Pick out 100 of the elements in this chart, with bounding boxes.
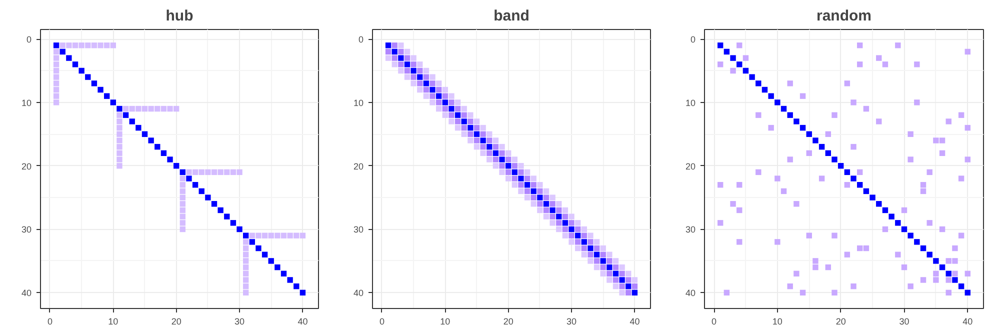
- x-tick-label: 10: [108, 316, 118, 326]
- x-tick-label: 40: [630, 316, 640, 326]
- point: [294, 283, 300, 290]
- point: [863, 188, 870, 194]
- point: [850, 176, 856, 182]
- y-tick-label: 10: [21, 98, 32, 108]
- point: [129, 118, 135, 124]
- point: [958, 283, 964, 290]
- x-tick-label: 20: [503, 316, 514, 326]
- point: [430, 86, 436, 93]
- point: [218, 207, 224, 214]
- x-tick-label: 40: [298, 316, 308, 326]
- x-tick-label: 40: [962, 316, 973, 326]
- point: [256, 245, 262, 252]
- point: [174, 162, 180, 169]
- point: [742, 68, 749, 74]
- point: [825, 150, 831, 156]
- y-tick-label: 30: [353, 224, 364, 235]
- point: [914, 239, 920, 245]
- point: [262, 252, 268, 258]
- point: [562, 220, 568, 226]
- point: [556, 214, 562, 220]
- point: [780, 106, 787, 112]
- point: [116, 106, 122, 112]
- y-tick-label: 20: [685, 161, 696, 172]
- y-tick-label: 20: [21, 161, 32, 172]
- x-tick-label: 30: [566, 316, 577, 326]
- point: [404, 62, 410, 68]
- point: [787, 112, 793, 118]
- point: [454, 112, 461, 118]
- point: [85, 74, 91, 80]
- point: [952, 277, 958, 283]
- x-tick-label: 20: [171, 316, 182, 326]
- point: [512, 169, 518, 176]
- y-tick-label: 30: [21, 224, 32, 235]
- y-tick-label: 40: [685, 288, 696, 298]
- point: [442, 100, 448, 106]
- point: [60, 48, 66, 55]
- point: [160, 150, 167, 156]
- point: [568, 226, 574, 232]
- y-tick-label: 10: [685, 98, 696, 108]
- point: [136, 124, 142, 131]
- x-tick-label: 30: [899, 316, 910, 326]
- point: [762, 86, 768, 93]
- point: [844, 169, 850, 176]
- point: [274, 264, 280, 270]
- y-tick-label: 0: [358, 34, 364, 45]
- point: [524, 182, 530, 188]
- point: [901, 226, 908, 232]
- point: [756, 80, 762, 86]
- point: [908, 232, 914, 238]
- point: [461, 118, 467, 124]
- point: [385, 42, 392, 48]
- point: [492, 150, 499, 156]
- point: [600, 258, 606, 264]
- point: [72, 62, 78, 68]
- point: [632, 290, 638, 296]
- point: [154, 144, 160, 150]
- point: [895, 220, 901, 226]
- point: [230, 220, 236, 226]
- point: [818, 144, 825, 150]
- y-tick-label: 20: [353, 161, 364, 172]
- point: [806, 131, 812, 137]
- point: [543, 201, 550, 207]
- point: [518, 176, 524, 182]
- point: [91, 80, 98, 86]
- y-tick-label: 40: [21, 288, 32, 298]
- point: [794, 118, 800, 124]
- point: [499, 156, 505, 162]
- y-tick-label: 30: [685, 224, 696, 235]
- point: [882, 207, 888, 214]
- point: [550, 207, 556, 214]
- point: [506, 162, 512, 169]
- point: [423, 80, 430, 86]
- point: [280, 270, 287, 276]
- x-tick-label: 30: [234, 316, 245, 326]
- point: [933, 258, 939, 264]
- x-tick-label: 0: [47, 316, 52, 326]
- point: [626, 283, 632, 290]
- point: [594, 252, 600, 258]
- point: [148, 138, 154, 144]
- point: [211, 201, 218, 207]
- point: [122, 112, 129, 118]
- point: [186, 176, 192, 182]
- point: [410, 68, 416, 74]
- point: [448, 106, 454, 112]
- point: [606, 264, 612, 270]
- point: [205, 194, 211, 200]
- point: [480, 138, 486, 144]
- point: [800, 124, 806, 131]
- point: [417, 74, 423, 80]
- point: [300, 290, 306, 296]
- y-tick-label: 10: [353, 98, 364, 108]
- point: [110, 100, 116, 106]
- x-tick-label: 0: [379, 316, 384, 326]
- y-tick-label: 0: [690, 34, 696, 45]
- point: [78, 68, 84, 74]
- point: [474, 131, 480, 137]
- point: [718, 42, 724, 48]
- point: [832, 156, 838, 162]
